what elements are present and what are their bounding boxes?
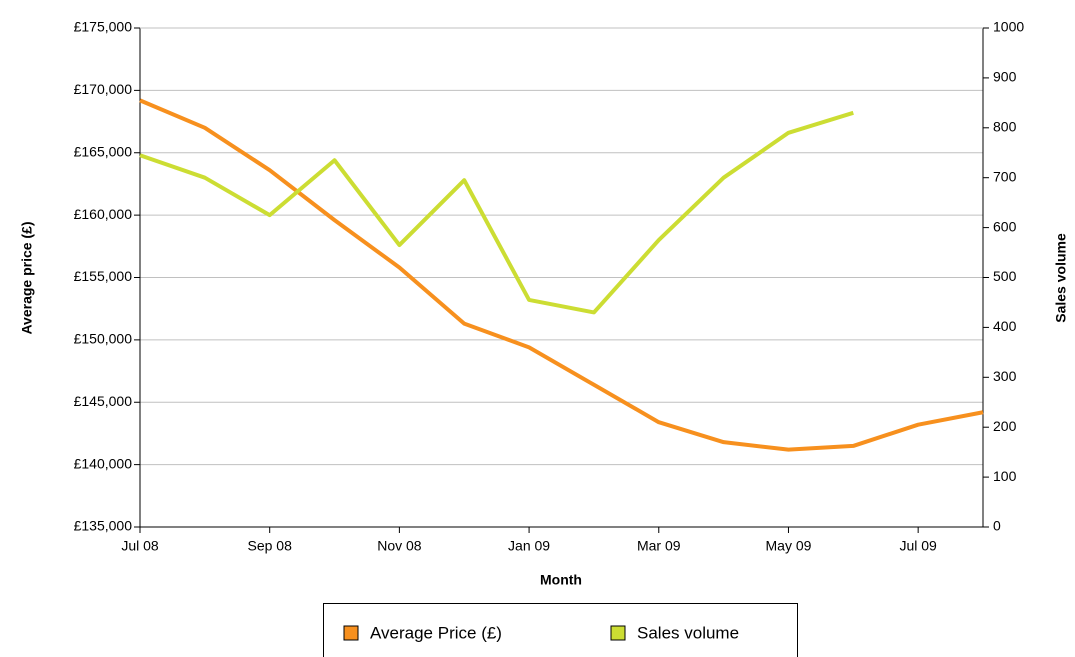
y2-tick-label: 1000 [993,19,1024,35]
x-tick-label: Sep 08 [248,538,293,554]
x-tick-label: Nov 08 [377,538,422,554]
y-tick-label: £150,000 [74,331,133,347]
y-tick-label: £135,000 [74,518,133,534]
legend-swatch [610,625,626,641]
y-tick-label: £145,000 [74,393,133,409]
y2-tick-label: 200 [993,418,1017,434]
y-tick-label: £170,000 [74,81,133,97]
y-tick-label: £155,000 [74,268,133,284]
y2-tick-label: 800 [993,119,1017,135]
x-tick-label: Jan 09 [508,538,550,554]
y2-tick-label: 500 [993,268,1017,284]
series-line [139,110,854,315]
y2-tick-label: 400 [993,318,1017,334]
y2-axis-title: Sales volume [1053,233,1069,323]
x-tick-label: Mar 09 [637,538,681,554]
x-axis-title: Month [540,572,582,588]
y-tick-label: £160,000 [74,206,133,222]
y2-tick-label: 600 [993,218,1017,234]
legend-box [323,603,798,657]
y2-tick-label: 900 [993,69,1017,85]
legend-label: Sales volume [637,623,739,642]
y-axis-title: Average price (£) [19,221,35,334]
legend-swatch [343,625,359,641]
y-tick-label: £175,000 [74,19,133,35]
series-line [139,98,984,452]
y2-tick-label: 300 [993,368,1017,384]
y-tick-label: £165,000 [74,143,133,159]
y2-tick-label: 100 [993,468,1017,484]
x-tick-label: Jul 09 [899,538,937,554]
legend-label: Average Price (£) [370,623,502,642]
y2-tick-label: 0 [993,518,1001,534]
x-tick-label: Jul 08 [121,538,159,554]
y2-tick-label: 700 [993,168,1017,184]
x-tick-label: May 09 [766,538,812,554]
y-tick-label: £140,000 [74,455,133,471]
